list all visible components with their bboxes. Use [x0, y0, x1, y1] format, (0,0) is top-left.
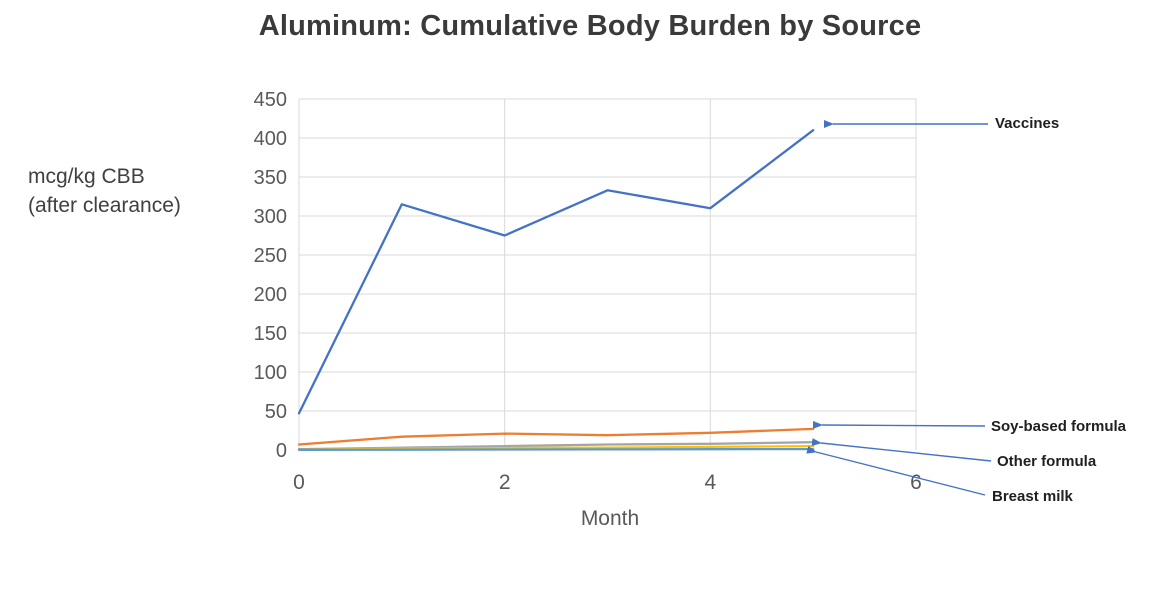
y-tick-label-50: 50: [265, 401, 287, 423]
series-line-vaccines: [297, 129, 815, 415]
y-axis-label-line-2: (after clearance): [28, 194, 181, 217]
y-tick-label-250: 250: [254, 245, 287, 267]
y-tick-label-100: 100: [254, 362, 287, 384]
annotation-arrow-other: [811, 438, 992, 462]
y-axis-label-line-1: mcg/kg CBB: [28, 165, 145, 188]
annotation-arrow-soy: [812, 420, 986, 429]
x-axis-title: Month: [580, 507, 640, 530]
x-tick-label-0: 0: [293, 471, 305, 494]
x-tick-label-4: 4: [704, 471, 716, 494]
y-tick-label-200: 200: [254, 284, 287, 306]
y-tick-label-300: 300: [254, 206, 287, 228]
y-tick-label-150: 150: [254, 323, 287, 345]
x-tick-label-2: 2: [499, 471, 511, 494]
y-axis-label: mcg/kg CBB (after clearance): [28, 162, 181, 220]
annotation-label-soy-based-formula: Soy-based formula: [991, 418, 1127, 435]
y-tick-label-350: 350: [254, 167, 287, 189]
annotation-arrow-breast: [806, 445, 986, 496]
y-tick-label-450: 450: [254, 89, 287, 111]
annotation-label-vaccines: Vaccines: [995, 115, 1060, 132]
annotation-label-other-formula: Other formula: [997, 453, 1097, 470]
series-line-soy-based-formula: [297, 427, 815, 446]
x-tick-label-6: 6: [910, 471, 922, 494]
y-tick-label-0: 0: [276, 440, 287, 462]
series-line-breast-milk: [297, 447, 815, 451]
annotation-label-breast-milk: Breast milk: [992, 488, 1073, 505]
y-tick-label-400: 400: [254, 128, 287, 150]
chart-title: Aluminum: Cumulative Body Burden by Sour…: [258, 10, 922, 42]
